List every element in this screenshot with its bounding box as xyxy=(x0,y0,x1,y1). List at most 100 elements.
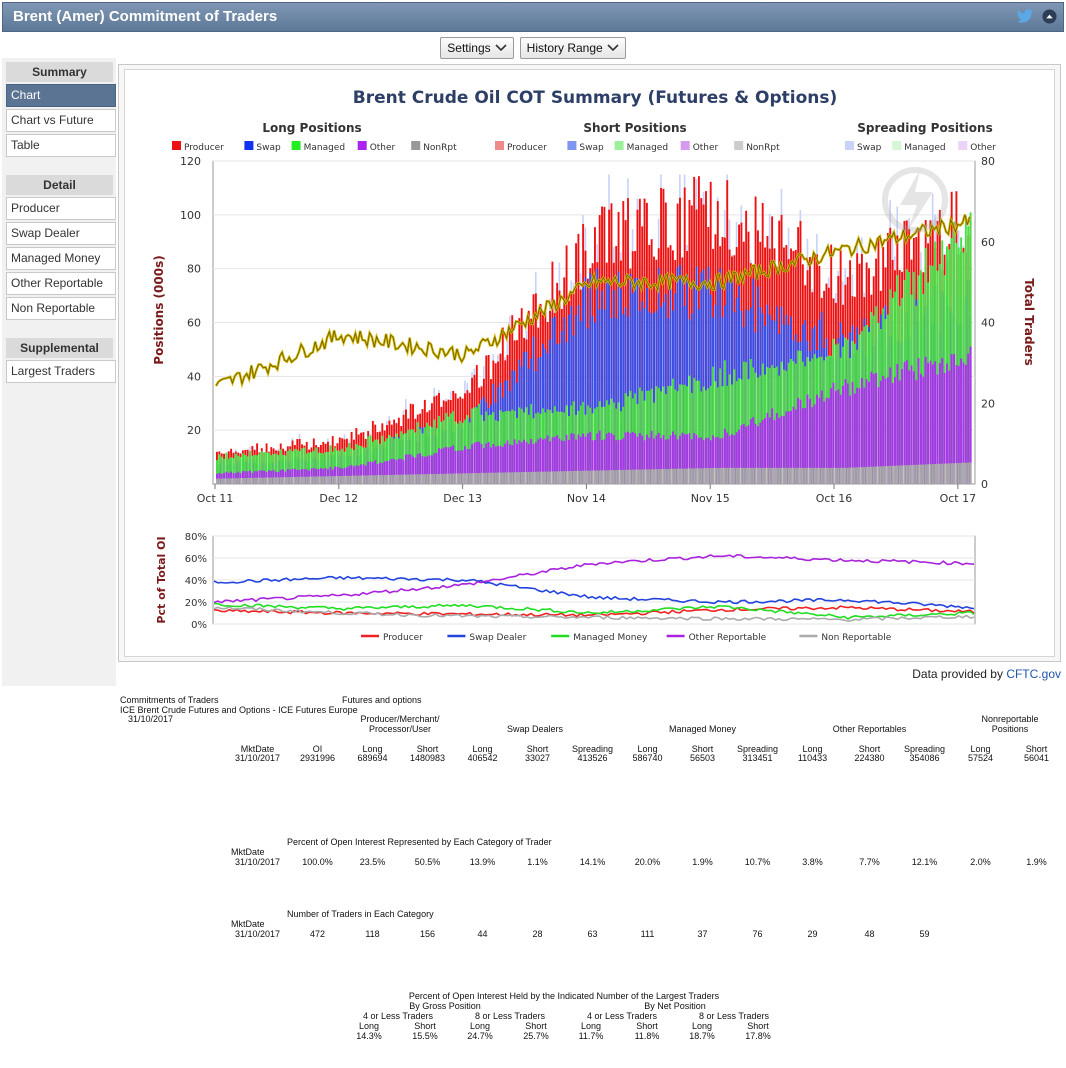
bar-nonrpt xyxy=(350,475,353,484)
legend-entry[interactable]: Managed xyxy=(304,143,345,153)
legend-group: Spreading Positions Swap Managed Other xyxy=(845,121,996,153)
bar-managed xyxy=(293,448,296,484)
bar-nonrpt xyxy=(761,467,764,484)
collapse-icon[interactable] xyxy=(1042,9,1057,24)
bar-other xyxy=(964,364,967,484)
legend-entry[interactable]: Producer xyxy=(184,143,224,153)
bar-nonrpt xyxy=(487,472,490,484)
bar-nonrpt xyxy=(697,468,700,484)
bar-other xyxy=(334,466,337,484)
bar-nonrpt xyxy=(783,467,785,484)
bar-nonrpt xyxy=(367,475,370,484)
bar-managed xyxy=(428,425,431,484)
bar-other xyxy=(827,398,830,484)
bar-nonrpt xyxy=(619,469,622,484)
bar-other xyxy=(830,388,833,484)
bar-managed xyxy=(664,393,667,484)
bar-other xyxy=(608,432,611,484)
bar-other xyxy=(530,438,533,484)
bar-other xyxy=(301,468,303,484)
legend-entry[interactable]: Swap Dealer xyxy=(469,633,526,643)
bar-nonrpt xyxy=(459,473,462,484)
bar-managed xyxy=(348,442,351,484)
twitter-icon[interactable] xyxy=(1016,9,1034,24)
bar-nonrpt xyxy=(381,475,384,484)
bar-nonrpt xyxy=(390,474,393,484)
legend-entry[interactable]: NonRpt xyxy=(746,143,780,153)
bar-nonrpt xyxy=(334,476,337,484)
legend-entry[interactable]: Managed xyxy=(627,143,668,153)
toolbar: Settings History Range xyxy=(0,37,1066,59)
bar-other xyxy=(364,465,367,484)
column-header: MktDate xyxy=(240,744,275,754)
sidebar-item-managed-money[interactable]: Managed Money xyxy=(6,247,116,270)
bar-managed xyxy=(239,456,242,484)
sidebar-item-chart-vs-future[interactable]: Chart vs Future xyxy=(6,109,116,132)
bar-nonrpt xyxy=(490,472,492,484)
legend-entry[interactable]: Producer xyxy=(383,633,423,643)
sidebar-item-chart[interactable]: Chart xyxy=(6,84,116,107)
bar-nonrpt xyxy=(879,466,882,484)
bar-nonrpt xyxy=(466,473,469,484)
bar-other xyxy=(627,431,629,484)
legend-entry[interactable]: Other xyxy=(370,143,396,153)
traders-cell: 28 xyxy=(532,929,543,939)
bar-other xyxy=(929,360,932,484)
legend-entry[interactable]: Other Reportable xyxy=(689,633,767,643)
legend-entry[interactable]: Managed Money xyxy=(573,633,648,643)
bar-managed xyxy=(308,452,311,484)
sidebar-item-producer[interactable]: Producer xyxy=(6,197,116,220)
largest-title: Percent of Open Interest Held by the Ind… xyxy=(408,991,720,1001)
bar-other xyxy=(421,456,424,484)
bar-nonrpt xyxy=(497,472,500,484)
bar-nonrpt xyxy=(220,478,223,484)
bar-nonrpt xyxy=(868,466,870,484)
position-cell: 224380 xyxy=(854,753,885,763)
bar-managed xyxy=(693,377,696,484)
settings-dropdown[interactable]: Settings xyxy=(440,37,514,59)
bar-other xyxy=(908,370,911,484)
bar-other xyxy=(374,460,377,484)
legend-entry[interactable]: Swap xyxy=(857,143,882,153)
bar-managed xyxy=(341,448,344,484)
y-axis-label: Positions (000s) xyxy=(152,255,166,364)
bar-other xyxy=(393,459,396,484)
history-range-dropdown[interactable]: History Range xyxy=(519,37,626,59)
sidebar-item-swap-dealer[interactable]: Swap Dealer xyxy=(6,222,116,245)
settings-label: Settings xyxy=(447,41,491,55)
bar-other xyxy=(660,438,663,484)
legend-entry[interactable]: Swap xyxy=(579,143,604,153)
sidebar-item-largest-traders[interactable]: Largest Traders xyxy=(6,360,116,383)
bar-other xyxy=(468,449,471,484)
cftc-link[interactable]: CFTC.gov xyxy=(1006,667,1061,681)
sidebar-item-table[interactable]: Table xyxy=(6,134,116,157)
bar-other xyxy=(877,387,880,484)
legend-entry[interactable]: Other xyxy=(693,143,719,153)
bar-nonrpt xyxy=(338,475,341,484)
bar-managed xyxy=(702,386,705,484)
sidebar-item-other-reportable[interactable]: Other Reportable xyxy=(6,272,116,295)
bar-other xyxy=(719,438,722,484)
bar-other xyxy=(761,419,764,484)
bar-other xyxy=(324,467,327,484)
legend-swatch xyxy=(614,141,624,150)
legend-entry[interactable]: Other xyxy=(970,143,996,153)
bar-other xyxy=(917,357,920,484)
legend-entry[interactable]: Swap xyxy=(256,143,281,153)
sidebar-item-non-reportable[interactable]: Non Reportable xyxy=(6,297,116,320)
y-tick-label: 60 xyxy=(187,317,201,330)
bar-nonrpt xyxy=(546,471,549,484)
legend-entry[interactable]: Managed xyxy=(904,143,945,153)
bar-nonrpt xyxy=(842,467,844,484)
bar-nonrpt xyxy=(374,475,377,484)
bar-nonrpt xyxy=(627,469,629,484)
bar-managed xyxy=(216,460,218,484)
sidebar: Summary Chart Chart vs Future Table Deta… xyxy=(2,58,116,686)
legend-entry[interactable]: Producer xyxy=(507,143,547,153)
bar-swap xyxy=(577,305,580,484)
bar-nonrpt xyxy=(823,467,826,484)
legend-entry[interactable]: NonRpt xyxy=(423,143,457,153)
legend-entry[interactable]: Non Reportable xyxy=(821,633,891,643)
bar-nonrpt xyxy=(442,473,445,484)
bar-other xyxy=(671,431,674,484)
